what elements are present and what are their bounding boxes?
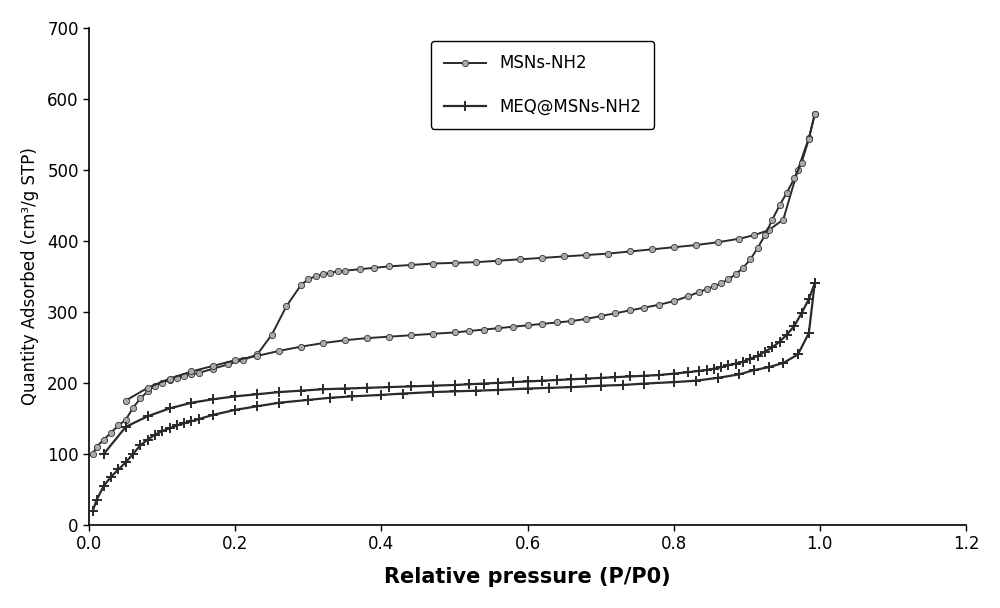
MSNs-NH2 [492, 257, 504, 264]
MEQ@MSNs-NH2 [449, 388, 461, 395]
MEQ@MSNs-NH2 [273, 399, 285, 406]
MEQ@MSNs-NH2 [492, 386, 504, 393]
MEQ@MSNs-NH2 [112, 466, 124, 473]
MEQ@MSNs-NH2 [134, 441, 146, 449]
MEQ@MSNs-NH2 [668, 379, 680, 386]
MEQ@MSNs-NH2 [803, 330, 815, 337]
MEQ@MSNs-NH2 [120, 458, 132, 466]
MEQ@MSNs-NH2 [324, 394, 336, 401]
MSNs-NH2 [354, 266, 366, 273]
MEQ@MSNs-NH2 [193, 415, 205, 423]
X-axis label: Relative pressure (P/P0): Relative pressure (P/P0) [384, 567, 671, 587]
MEQ@MSNs-NH2 [617, 381, 629, 389]
MEQ@MSNs-NH2 [185, 418, 197, 425]
MEQ@MSNs-NH2 [638, 380, 650, 387]
MEQ@MSNs-NH2 [127, 450, 139, 457]
MEQ@MSNs-NH2 [171, 422, 183, 429]
Line: MSNs-NH2: MSNs-NH2 [90, 111, 818, 457]
MEQ@MSNs-NH2 [712, 375, 724, 382]
MEQ@MSNs-NH2 [178, 420, 190, 427]
MEQ@MSNs-NH2 [397, 390, 409, 397]
MEQ@MSNs-NH2 [346, 393, 358, 400]
MEQ@MSNs-NH2 [733, 371, 745, 378]
MEQ@MSNs-NH2 [427, 389, 439, 396]
MEQ@MSNs-NH2 [595, 382, 607, 389]
MEQ@MSNs-NH2 [164, 424, 176, 432]
MEQ@MSNs-NH2 [690, 377, 702, 384]
MEQ@MSNs-NH2 [565, 384, 577, 391]
MSNs-NH2 [383, 263, 395, 270]
MEQ@MSNs-NH2 [763, 364, 775, 371]
MEQ@MSNs-NH2 [748, 367, 760, 374]
MSNs-NH2 [266, 331, 278, 338]
MSNs-NH2 [809, 111, 821, 118]
MEQ@MSNs-NH2 [777, 359, 789, 367]
MEQ@MSNs-NH2 [522, 385, 534, 392]
MEQ@MSNs-NH2 [543, 384, 555, 392]
MEQ@MSNs-NH2 [809, 280, 821, 287]
MEQ@MSNs-NH2 [149, 431, 161, 438]
MEQ@MSNs-NH2 [91, 496, 103, 503]
MSNs-NH2 [405, 261, 417, 269]
MEQ@MSNs-NH2 [87, 507, 99, 514]
MEQ@MSNs-NH2 [470, 387, 482, 395]
Line: MEQ@MSNs-NH2: MEQ@MSNs-NH2 [88, 278, 820, 516]
MEQ@MSNs-NH2 [98, 482, 110, 489]
MEQ@MSNs-NH2 [375, 392, 387, 399]
MEQ@MSNs-NH2 [792, 351, 804, 358]
MEQ@MSNs-NH2 [229, 406, 241, 413]
MEQ@MSNs-NH2 [207, 411, 219, 418]
MEQ@MSNs-NH2 [105, 473, 117, 480]
MEQ@MSNs-NH2 [142, 436, 154, 443]
Legend: MSNs-NH2, MEQ@MSNs-NH2: MSNs-NH2, MEQ@MSNs-NH2 [431, 41, 654, 129]
Y-axis label: Quantity Adsorbed (cm³/g STP): Quantity Adsorbed (cm³/g STP) [21, 147, 39, 406]
MEQ@MSNs-NH2 [251, 402, 263, 410]
MSNs-NH2 [87, 450, 99, 457]
MEQ@MSNs-NH2 [302, 396, 314, 404]
MSNs-NH2 [149, 382, 161, 389]
MEQ@MSNs-NH2 [156, 427, 168, 435]
